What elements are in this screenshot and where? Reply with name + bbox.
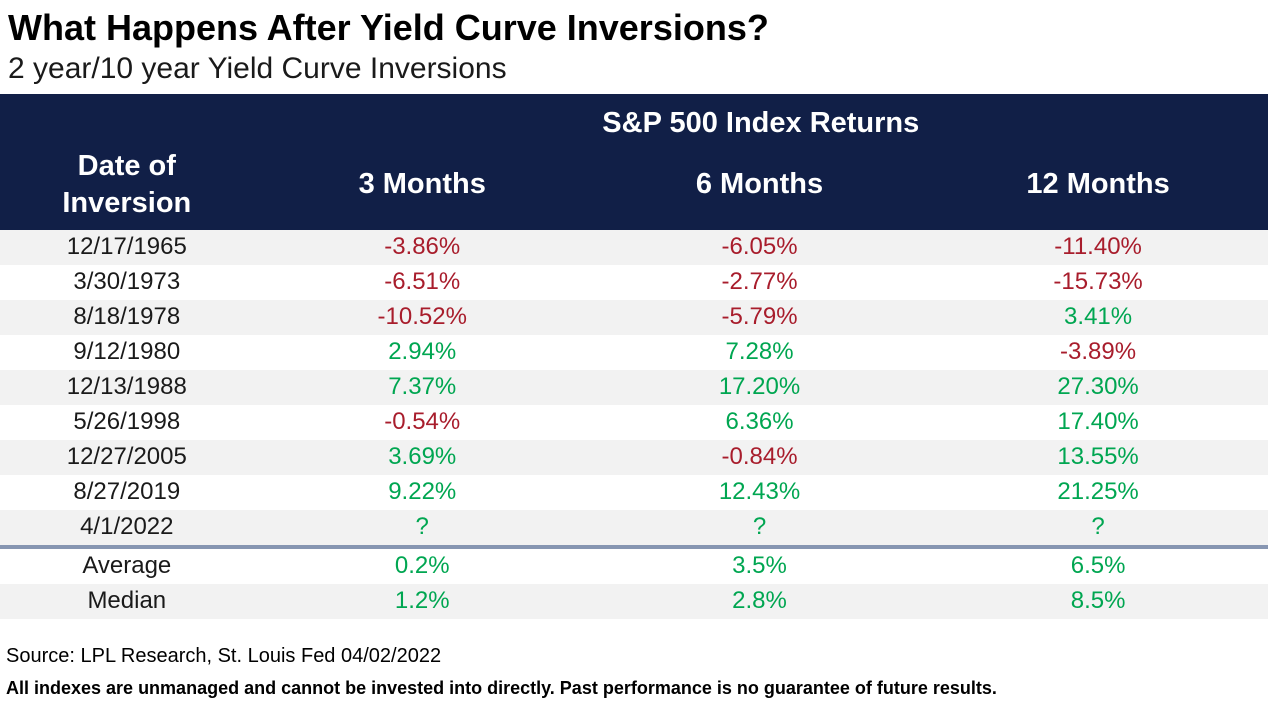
return-value-cell: 3.5%: [732, 552, 787, 580]
return-value-cell: ?: [590, 509, 929, 545]
return-value-cell: 7.37%: [253, 369, 591, 405]
group-header-label: S&P 500 Index Returns: [253, 93, 1268, 140]
return-value-cell: -11.40%: [928, 229, 1268, 265]
return-value-cell: 3.69%: [253, 439, 591, 475]
column-header-row: Date of Inversion 3 Months 6 Months 12 M…: [0, 139, 1268, 230]
column-header-3-months: 3 Months: [253, 139, 591, 230]
inversion-date-cell: 5/26/1998: [73, 408, 181, 436]
column-header-date: Date of Inversion: [0, 139, 254, 230]
return-value-cell: -10.52%: [253, 299, 591, 335]
footer: Source: LPL Research, St. Louis Fed 04/0…: [0, 645, 1268, 699]
return-value-cell: -6.51%: [384, 268, 461, 296]
inversion-date-cell: 4/1/2022: [0, 509, 254, 545]
table-row: 3/30/1973 -6.51% -2.77% -15.73%: [0, 265, 1268, 300]
return-value-cell: 12.43%: [718, 478, 801, 506]
group-header-spacer: [0, 93, 254, 140]
summary-divider-section: [0, 544, 1268, 549]
return-value-cell: 2.8%: [590, 583, 929, 619]
table-header: S&P 500 Index Returns Date of Inversion …: [0, 93, 1268, 230]
page-title: What Happens After Yield Curve Inversion…: [8, 7, 769, 48]
column-header-12-months: 12 Months: [928, 139, 1268, 230]
return-value-cell: 27.30%: [928, 369, 1268, 405]
return-value-cell: -2.77%: [721, 268, 798, 296]
table-row: 8/27/2019 9.22% 12.43% 21.25%: [0, 475, 1268, 510]
inversion-date-cell: 8/27/2019: [73, 478, 181, 506]
yield-curve-returns-table: S&P 500 Index Returns Date of Inversion …: [0, 93, 1268, 619]
return-value-cell: 21.25%: [1057, 478, 1139, 506]
return-value-cell: 17.40%: [1057, 408, 1139, 436]
table-row: 12/17/1965 -3.86% -6.05% -11.40%: [0, 229, 1268, 265]
column-header-6-months: 6 Months: [590, 139, 929, 230]
return-value-cell: 3.41%: [928, 299, 1268, 335]
return-value-cell: -3.89%: [1060, 338, 1137, 366]
return-value-cell: -15.73%: [1053, 268, 1143, 296]
table-row: 4/1/2022???: [0, 509, 1268, 545]
table-row: 9/12/1980 2.94% 7.28% -3.89%: [0, 335, 1268, 370]
return-value-cell: ?: [253, 509, 591, 545]
return-value-cell: 1.2%: [253, 583, 591, 619]
summary-row: Median 1.2% 2.8% 8.5%: [0, 583, 1268, 619]
return-value-cell: 7.28%: [725, 338, 794, 366]
return-value-cell: 8.5%: [928, 583, 1268, 619]
inversion-date-cell: 12/27/2005: [0, 439, 254, 475]
return-value-cell: -0.54%: [384, 408, 461, 436]
table-row: 12/27/2005 3.69% -0.84% 13.55%: [0, 439, 1268, 475]
inversion-date-cell: 8/18/1978: [0, 299, 254, 335]
return-value-cell: 6.36%: [725, 408, 794, 436]
return-value-cell: -3.86%: [253, 229, 591, 265]
return-value-cell: 0.2%: [394, 552, 450, 580]
summary-row: Average 0.2% 3.5% 6.5%: [0, 549, 1268, 584]
inversion-date-cell: 9/12/1980: [73, 338, 181, 366]
summary-divider: [0, 544, 1268, 549]
return-value-cell: -6.05%: [590, 229, 929, 265]
inversion-date-cell: 12/13/1988: [0, 369, 254, 405]
return-value-cell: -0.84%: [590, 439, 929, 475]
table-body: 12/17/1965 -3.86% -6.05% -11.40% 3/30/1973 -6…: [0, 229, 1268, 545]
table-row: 5/26/1998 -0.54% 6.36% 17.40%: [0, 405, 1268, 440]
return-value-cell: 13.55%: [928, 439, 1268, 475]
return-value-cell: -5.79%: [590, 299, 929, 335]
table-row: 8/18/1978 -10.52% -5.79% 3.41%: [0, 299, 1268, 335]
return-value-cell: 6.5%: [1070, 552, 1126, 580]
inversion-date-cell: 3/30/1973: [73, 268, 181, 296]
summary-label-cell: Average: [82, 552, 172, 580]
return-value-cell: 9.22%: [388, 478, 457, 506]
group-header-row: S&P 500 Index Returns: [0, 93, 1268, 140]
table-summary: Average 0.2% 3.5% 6.5% Median 1.2% 2.8% 8.5%: [0, 549, 1268, 619]
column-header-date-label: Date of Inversion: [62, 150, 192, 219]
source-text: Source: LPL Research, St. Louis Fed 04/0…: [6, 644, 442, 667]
summary-label-cell: Median: [0, 583, 254, 619]
inversion-date-cell: 12/17/1965: [0, 229, 254, 265]
disclaimer-text: All indexes are unmanaged and cannot be …: [6, 677, 997, 698]
return-value-cell: ?: [928, 509, 1268, 545]
return-value-cell: 17.20%: [590, 369, 929, 405]
page-subtitle: 2 year/10 year Yield Curve Inversions: [8, 51, 507, 85]
table-row: 12/13/1988 7.37% 17.20% 27.30%: [0, 369, 1268, 405]
return-value-cell: 2.94%: [388, 338, 457, 366]
